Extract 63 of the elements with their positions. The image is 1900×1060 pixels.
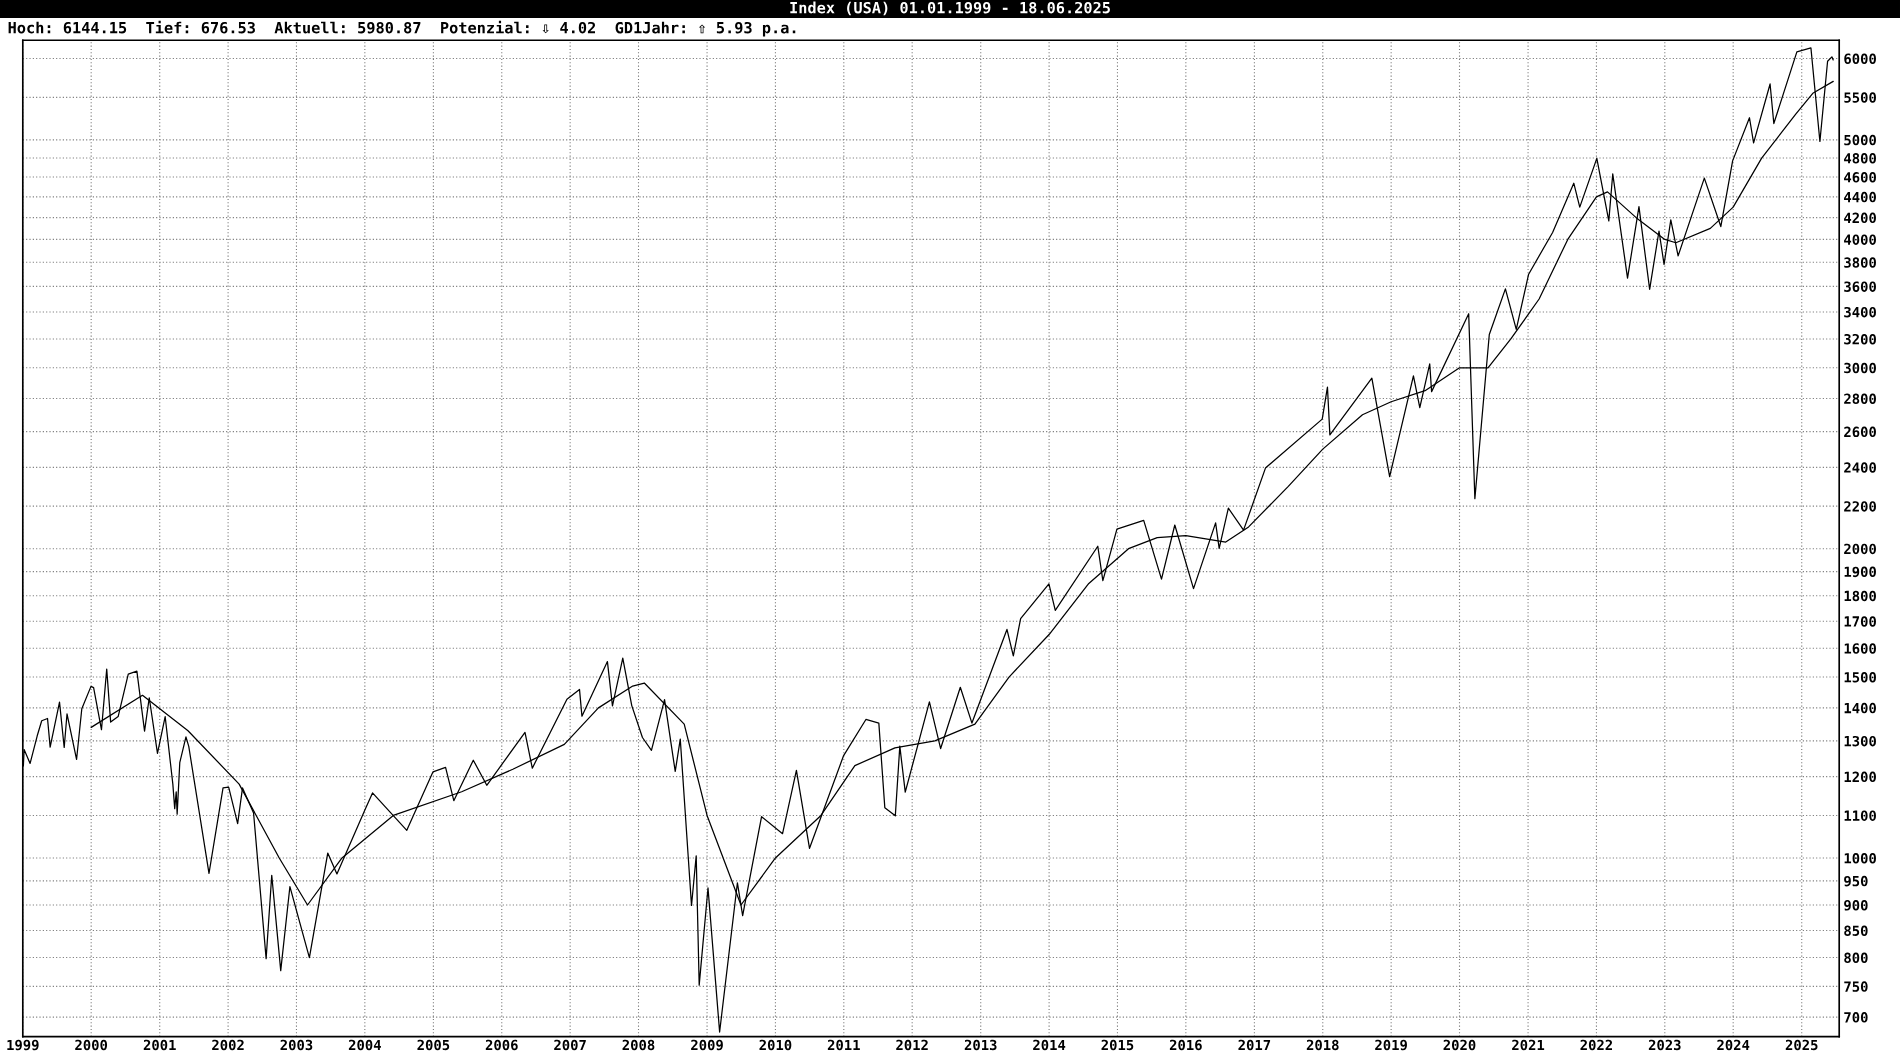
y-tick-label: 800 (1844, 952, 1868, 964)
y-tick-label: 750 (1844, 981, 1868, 992)
x-tick-label: 2021 (1512, 1039, 1545, 1051)
x-tick-label: 2000 (75, 1039, 108, 1051)
x-tick-label: 2022 (1580, 1039, 1613, 1051)
x-tick-label: 2025 (1785, 1039, 1818, 1051)
y-tick-label: 5500 (1844, 92, 1876, 103)
y-tick-label: 1000 (1844, 852, 1876, 864)
y-tick-label: 3800 (1844, 257, 1876, 268)
x-tick-label: 2005 (417, 1039, 450, 1051)
x-tick-label: 2010 (759, 1039, 792, 1051)
y-tick-label: 2400 (1844, 462, 1876, 473)
x-tick-label: 2020 (1443, 1039, 1476, 1051)
y-tick-label: 2600 (1844, 426, 1876, 438)
y-tick-label: 3400 (1844, 306, 1876, 318)
y-tick-label: 4600 (1844, 172, 1876, 183)
y-tick-label: 700 (1844, 1012, 1868, 1023)
x-tick-label: 2009 (691, 1039, 723, 1051)
text: Hoch: 6144.15 Tief: 676.53 Aktuell: 5980.87 Potenzial: ⇩ 4.02 GD1Jahr: ⇧ 5.93 p.a. (8, 20, 796, 37)
y-tick-label: 1900 (1844, 566, 1876, 578)
x-tick-label: 2001 (143, 1039, 176, 1051)
x-tick-label: 2015 (1101, 1039, 1134, 1051)
y-tick-label: 1100 (1844, 810, 1876, 821)
x-tick-label: 2014 (1033, 1039, 1066, 1051)
y-tick-label: 3200 (1844, 333, 1876, 345)
y-tick-label: 3600 (1844, 281, 1876, 292)
y-tick-label: 1700 (1844, 616, 1876, 627)
y-tick-label: 4200 (1844, 212, 1876, 224)
y-tick-label: 950 (1844, 875, 1868, 887)
x-tick-label: 2018 (1306, 1039, 1339, 1051)
x-tick-label: 2008 (622, 1039, 655, 1051)
y-tick-label: 4400 (1844, 191, 1876, 203)
y-tick-label: 4000 (1844, 234, 1876, 245)
y-tick-label: 2800 (1844, 393, 1876, 405)
y-tick-label: 4800 (1844, 153, 1876, 164)
x-tick-label: 2016 (1169, 1039, 1202, 1051)
y-tick-label: 1200 (1844, 771, 1876, 783)
y-tick-label: 850 (1844, 925, 1868, 936)
y-tick-label: 3000 (1844, 362, 1876, 374)
y-tick-label: 900 (1844, 899, 1868, 911)
chart-title: Index (USA) 01.01.1999 - 18.06.2025 (790, 1, 1110, 16)
x-tick-label: 2002 (212, 1039, 244, 1051)
x-tick-label: 2012 (896, 1039, 928, 1051)
y-tick-label: 1300 (1844, 735, 1876, 747)
x-tick-label: 2013 (964, 1039, 997, 1051)
y-tick-label: 1600 (1844, 643, 1876, 654)
x-tick-label: 2007 (554, 1039, 586, 1051)
x-tick-label: 2004 (348, 1039, 381, 1051)
x-tick-label: 1999 (7, 1039, 39, 1051)
x-tick-label: 2023 (1648, 1039, 1681, 1051)
y-tick-label: 1500 (1844, 672, 1876, 683)
x-tick-label: 2003 (280, 1039, 313, 1051)
y-tick-label: 6000 (1844, 53, 1876, 64)
x-tick-label: 2024 (1717, 1039, 1750, 1051)
y-tick-label: 1800 (1844, 590, 1876, 602)
x-tick-label: 2006 (485, 1039, 518, 1051)
y-tick-label: 1400 (1844, 702, 1876, 714)
y-tick-label: 5000 (1844, 134, 1876, 146)
x-tick-label: 2019 (1375, 1039, 1407, 1051)
x-tick-label: 2017 (1238, 1039, 1271, 1051)
y-tick-label: 2200 (1844, 501, 1876, 512)
x-tick-label: 2011 (827, 1039, 860, 1051)
y-tick-label: 2000 (1844, 543, 1876, 555)
